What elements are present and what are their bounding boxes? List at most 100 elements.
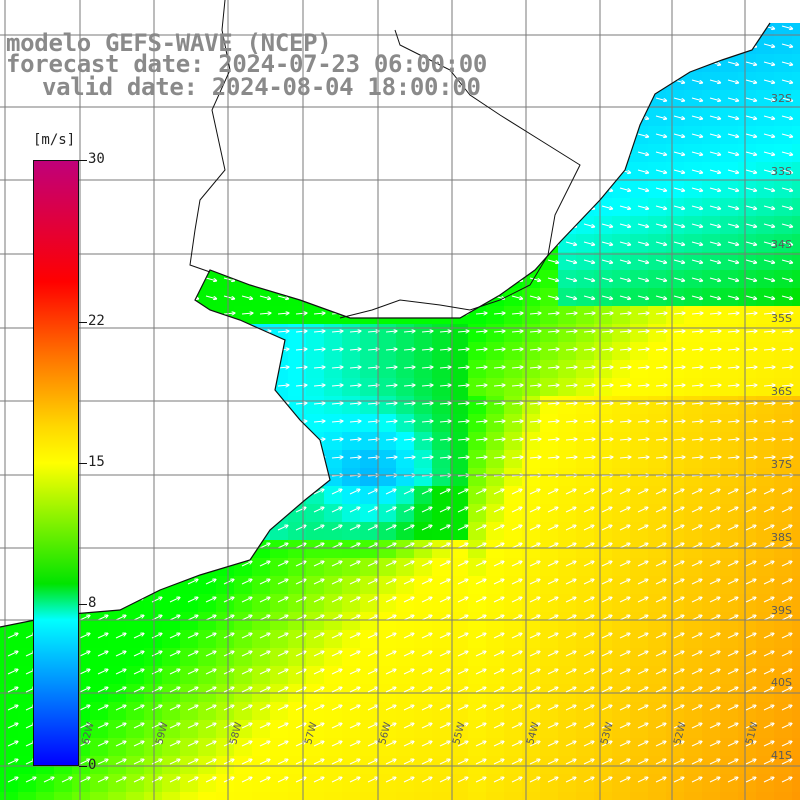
wind-cell <box>504 270 523 289</box>
wind-cell <box>306 522 325 541</box>
wind-arrow <box>187 331 199 332</box>
wind-cell <box>162 324 181 343</box>
wind-arrow <box>187 115 199 119</box>
wind-cell <box>324 270 343 289</box>
wind-cell <box>216 324 235 343</box>
wind-cell <box>342 540 361 559</box>
wind-cell <box>126 576 145 595</box>
wind-cell <box>576 450 595 469</box>
wind-arrow <box>763 151 775 155</box>
wind-arrow <box>619 187 631 191</box>
wind-cell <box>648 414 667 433</box>
wind-cell <box>684 576 703 595</box>
wind-cell <box>594 522 613 541</box>
wind-arrow <box>295 277 307 281</box>
wind-cell <box>378 792 397 800</box>
wind-cell <box>792 396 800 415</box>
wind-cell <box>432 126 451 145</box>
wind-cell <box>396 558 415 577</box>
wind-cell <box>360 630 379 649</box>
wind-arrow <box>313 349 325 350</box>
wind-arrow <box>745 151 757 155</box>
wind-cell <box>558 468 577 487</box>
wind-cell <box>216 504 235 523</box>
wind-arrow <box>313 151 325 155</box>
wind-cell <box>306 252 325 271</box>
wind-cell <box>126 720 145 739</box>
wind-cell <box>324 144 343 163</box>
wind-arrow <box>673 151 685 155</box>
wind-cell <box>540 792 559 800</box>
wind-cell <box>756 414 775 433</box>
wind-cell <box>774 162 793 181</box>
wind-arrow <box>745 385 757 386</box>
wind-arrow <box>781 97 793 101</box>
wind-arrow <box>187 151 199 155</box>
wind-arrow <box>583 295 595 299</box>
wind-arrow <box>655 421 667 422</box>
wind-arrow <box>745 169 757 173</box>
wind-arrow <box>655 277 667 281</box>
wind-cell <box>108 648 127 667</box>
wind-cell <box>396 792 415 800</box>
wind-cell <box>684 360 703 379</box>
wind-arrow <box>781 331 793 332</box>
wind-cell <box>738 180 757 199</box>
wind-cell <box>468 702 487 721</box>
wind-cell <box>738 504 757 523</box>
wind-cell <box>666 126 685 145</box>
wind-cell <box>36 792 55 800</box>
wind-arrow <box>223 277 235 281</box>
wind-arrow <box>655 331 667 332</box>
wind-arrow <box>277 295 289 299</box>
wind-arrow <box>637 187 649 191</box>
wind-cell <box>342 126 361 145</box>
wind-arrow <box>727 205 739 209</box>
wind-cell <box>522 468 541 487</box>
wind-cell <box>486 792 505 800</box>
wind-arrow <box>655 169 667 173</box>
wind-cell <box>666 306 685 325</box>
wind-arrow <box>619 241 631 245</box>
wind-cell <box>90 180 109 199</box>
wind-cell <box>684 126 703 145</box>
wind-cell <box>558 594 577 613</box>
wind-arrow <box>637 133 649 137</box>
wind-cell <box>126 486 145 505</box>
wind-cell <box>558 378 577 397</box>
wind-cell <box>792 144 800 163</box>
wind-arrow <box>223 313 235 314</box>
wind-arrow <box>367 489 378 495</box>
wind-cell <box>756 72 775 91</box>
wind-cell <box>450 558 469 577</box>
wind-arrow <box>295 403 307 404</box>
wind-arrow <box>224 8 235 11</box>
wind-cell <box>648 216 667 235</box>
wind-cell <box>630 630 649 649</box>
wind-arrow <box>439 25 451 29</box>
wind-arrow <box>547 79 559 83</box>
wind-arrow <box>493 525 504 531</box>
wind-arrow <box>601 43 613 47</box>
wind-arrow <box>205 205 217 209</box>
wind-cell <box>270 558 289 577</box>
wind-cell <box>630 144 649 163</box>
wind-cell <box>252 234 271 253</box>
wind-arrow <box>637 489 648 495</box>
wind-arrow <box>331 489 342 495</box>
wind-cell <box>126 540 145 559</box>
wind-cell <box>738 576 757 595</box>
wind-arrow <box>565 43 577 47</box>
wind-cell <box>792 594 800 613</box>
wind-cell <box>684 90 703 109</box>
wind-cell <box>378 198 397 217</box>
wind-arrow <box>763 43 775 47</box>
wind-cell <box>198 216 217 235</box>
wind-cell <box>504 180 523 199</box>
wind-arrow <box>133 295 145 299</box>
wind-cell <box>180 648 199 667</box>
wind-arrow <box>205 223 217 227</box>
wind-arrow <box>133 579 144 585</box>
wind-cell <box>702 378 721 397</box>
